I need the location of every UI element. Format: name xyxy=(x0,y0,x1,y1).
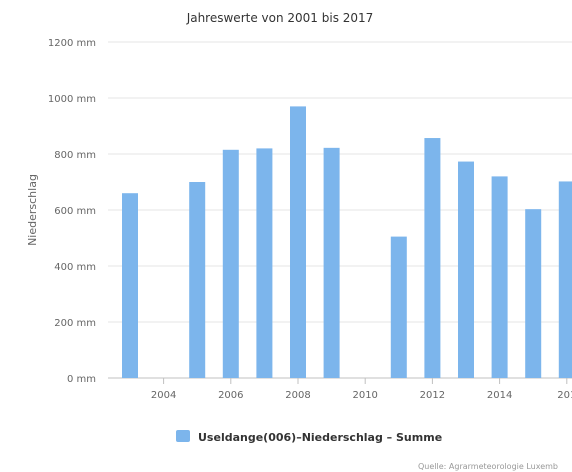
bar-2006[interactable] xyxy=(222,149,239,378)
y-tick-label: 400 mm xyxy=(54,262,96,273)
y-tick-label: 1200 mm xyxy=(48,38,96,49)
bar-2003[interactable] xyxy=(122,193,138,378)
bar-2009[interactable] xyxy=(323,147,340,378)
bar-2016[interactable] xyxy=(558,181,572,378)
y-tick-label: 1000 mm xyxy=(48,94,96,105)
legend-swatch xyxy=(176,430,190,442)
y-axis-title: Niederschlag xyxy=(26,174,39,246)
x-tick-label: 2008 xyxy=(285,390,310,401)
bar-2007[interactable] xyxy=(256,148,273,378)
x-tick-label: 2012 xyxy=(420,390,445,401)
x-tick-label: 2006 xyxy=(218,390,243,401)
x-tick-label: 2004 xyxy=(151,390,176,401)
y-tick-label: 0 mm xyxy=(67,374,96,385)
y-tick-label: 200 mm xyxy=(54,318,96,329)
y-axis-ticks: 0 mm 200 mm 400 mm 600 mm 800 mm 1000 mm 1200 … xyxy=(48,38,96,385)
bars xyxy=(122,106,572,379)
bar-2012[interactable] xyxy=(424,138,441,378)
x-tick-label: 2010 xyxy=(352,390,377,401)
bar-2008[interactable] xyxy=(290,106,306,379)
x-axis-ticks: 2004 2006 2008 2010 2012 2014 201 xyxy=(151,378,572,401)
x-tick-label: 2014 xyxy=(487,390,512,401)
bar-2013[interactable] xyxy=(458,161,474,378)
bar-2014[interactable] xyxy=(491,176,508,378)
gridlines xyxy=(108,41,572,379)
bar-2015[interactable] xyxy=(525,209,542,378)
bar-2011[interactable] xyxy=(390,236,407,378)
chart-title: Jahreswerte von 2001 bis 2017 xyxy=(186,11,374,25)
bar-2005[interactable] xyxy=(189,182,206,378)
credit-text[interactable]: Quelle: Agrarmeteorologie Luxemb xyxy=(418,462,558,471)
legend-label[interactable]: Useldange(006)–Niederschlag – Summe xyxy=(198,431,442,444)
legend[interactable]: Useldange(006)–Niederschlag – Summe xyxy=(176,430,442,444)
y-tick-label: 800 mm xyxy=(54,150,96,161)
x-tick-label: 201 xyxy=(557,390,572,401)
y-tick-label: 600 mm xyxy=(54,206,96,217)
